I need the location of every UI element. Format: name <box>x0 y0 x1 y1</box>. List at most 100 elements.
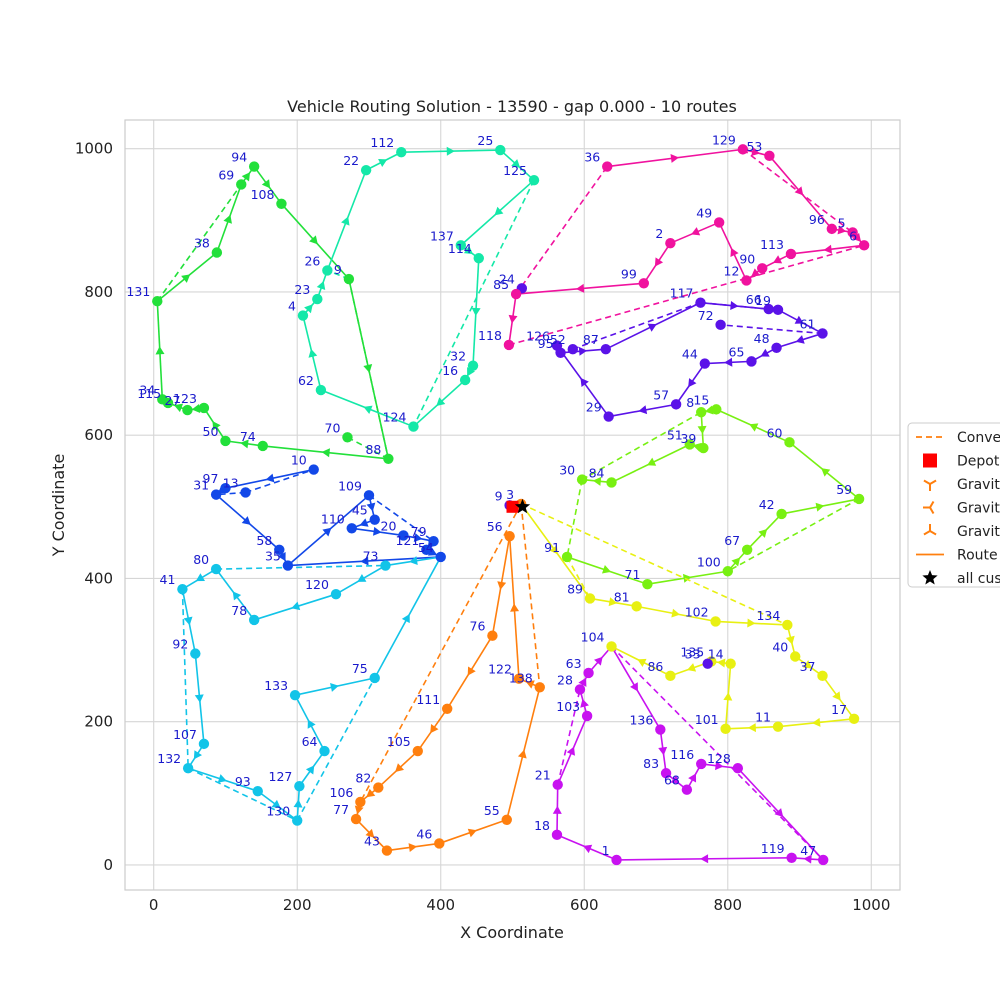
customer-node <box>330 588 342 600</box>
customer-node <box>434 838 445 849</box>
customer-node <box>757 263 768 274</box>
node-label: 17 <box>831 702 847 717</box>
node-label: 35 <box>265 549 281 564</box>
customer-node <box>435 551 446 563</box>
route-arrow <box>308 348 318 358</box>
customer-node <box>319 745 330 757</box>
route-arrow <box>322 527 332 537</box>
customer-node <box>428 535 439 547</box>
customer-node <box>698 442 709 454</box>
node-label: 21 <box>535 768 551 783</box>
customer-node <box>642 578 653 590</box>
node-label: 103 <box>556 699 580 714</box>
route-green <box>155 166 390 460</box>
legend-swatch <box>923 524 937 536</box>
node-label: 12 <box>724 263 740 278</box>
route-arrow <box>731 557 741 567</box>
node-label: 50 <box>203 424 219 439</box>
customer-node <box>555 347 566 358</box>
node-label: 84 <box>589 465 605 480</box>
route-arrow <box>212 421 221 431</box>
node-label: 33 <box>685 647 701 662</box>
route-dashed-segment <box>700 301 769 310</box>
node-label: 27 <box>165 393 181 408</box>
node-label: 97 <box>203 471 219 486</box>
route-arrow <box>330 683 339 692</box>
route-arrow <box>723 692 733 701</box>
node-label: 19 <box>755 293 771 308</box>
node-label: 45 <box>352 503 368 518</box>
route-arrow <box>691 227 701 236</box>
customer-node <box>826 223 838 235</box>
route-arrow <box>430 724 439 734</box>
route-arrow <box>277 551 286 562</box>
node-label: 60 <box>767 425 783 440</box>
customer-node <box>711 404 722 415</box>
customer-node <box>210 489 222 500</box>
route-arrow <box>508 314 518 324</box>
route-arrow <box>715 761 724 771</box>
customer-node <box>177 583 188 595</box>
route-arrow <box>497 581 507 590</box>
route-arrow <box>575 283 585 293</box>
customer-node <box>665 670 676 682</box>
legend-swatch <box>923 453 937 468</box>
node-label: 25 <box>477 133 493 148</box>
node-label: 70 <box>325 420 341 435</box>
node-label: 100 <box>697 554 721 569</box>
customer-node <box>534 682 545 693</box>
route-arrow <box>511 159 521 168</box>
customer-node <box>551 829 563 841</box>
route-dashed-segment <box>520 503 541 688</box>
customer-node <box>603 411 614 422</box>
customer-node <box>412 745 423 757</box>
node-label: 91 <box>544 540 560 555</box>
node-label: 26 <box>304 253 320 268</box>
node-label: 122 <box>488 662 512 677</box>
route-arrow <box>354 805 364 815</box>
node-label: 4 <box>288 299 296 314</box>
node-label: 106 <box>330 785 354 800</box>
node-label: 52 <box>550 332 566 347</box>
customer-node <box>350 813 362 825</box>
customer-node <box>858 240 870 251</box>
route-dashed-segment <box>610 645 824 861</box>
route-orange <box>354 503 541 853</box>
node-label: 31 <box>193 478 209 493</box>
node-label: 5 <box>838 215 846 230</box>
node-label: 15 <box>693 392 709 407</box>
route-arrow <box>697 425 707 435</box>
node-label: 10 <box>291 453 307 468</box>
customer-node <box>312 293 323 305</box>
customer-node <box>276 198 287 210</box>
customer-node <box>467 360 479 371</box>
route-arrow <box>307 719 316 729</box>
node-label: 8 <box>686 395 694 410</box>
route-arrow <box>751 268 761 277</box>
node-label: 138 <box>509 670 533 685</box>
route-arrow <box>401 613 410 624</box>
node-label: 85 <box>493 277 509 292</box>
node-label: 79 <box>411 524 427 539</box>
node-label: 14 <box>708 647 724 662</box>
route-arrow <box>510 603 520 612</box>
route-arrow <box>413 533 423 542</box>
node-label: 110 <box>321 511 345 526</box>
route-arrow <box>365 828 375 838</box>
customer-node <box>725 658 736 669</box>
node-label: 53 <box>746 139 762 154</box>
route-arrow <box>360 556 369 566</box>
customer-node <box>786 852 797 863</box>
route-arrow <box>291 601 301 611</box>
customer-node <box>315 384 327 396</box>
route-arrow <box>700 854 709 864</box>
node-label: 1 <box>602 843 610 858</box>
route-dashed-segment <box>347 436 389 460</box>
tick-labels: 0 200 400 600 800 1000 0 200 400 600 800 1000 <box>75 140 891 914</box>
customer-node <box>369 672 380 684</box>
legend: Conve Depot Gravit Gravit Gravit Route all cus <box>907 422 1000 588</box>
node-label: 82 <box>355 771 371 786</box>
route-arrow <box>265 473 275 483</box>
plot-frame <box>124 119 901 891</box>
node-label: 113 <box>760 237 784 252</box>
